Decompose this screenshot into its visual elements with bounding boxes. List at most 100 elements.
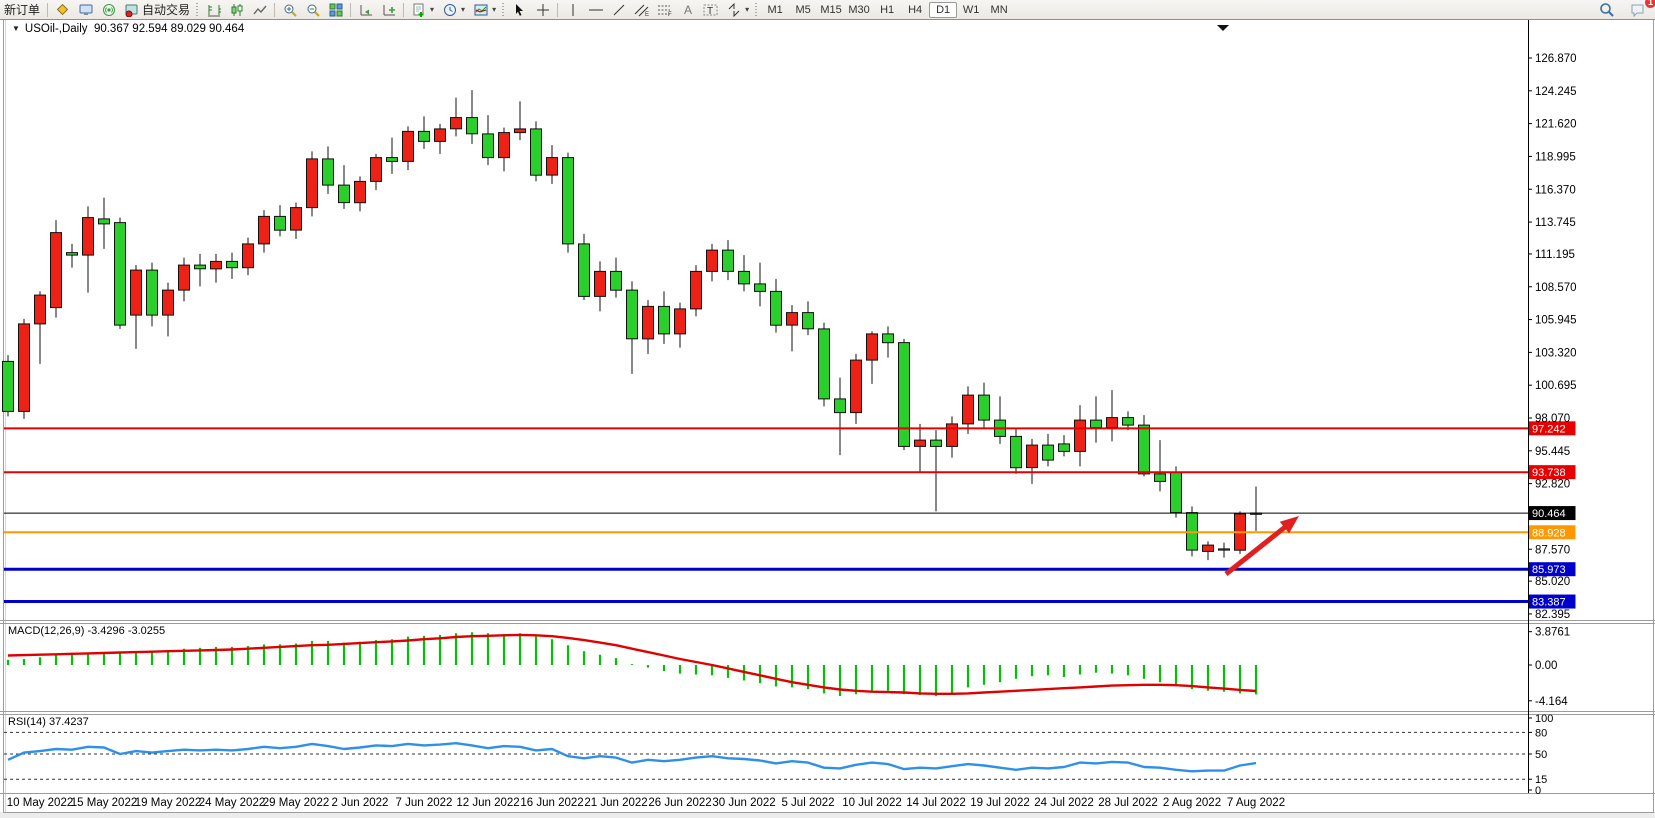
candle-body-down (1218, 548, 1230, 551)
terminal-icon (78, 2, 93, 17)
equidistant-channel-button[interactable]: E (630, 1, 653, 18)
text-button[interactable]: A (676, 1, 699, 18)
candle-body-up (18, 323, 30, 412)
clock-icon (442, 2, 457, 17)
main-toolbar: 新订单 自动交易 (0, 0, 1655, 20)
price-tick-label: 92.820 (1535, 479, 1570, 491)
timeframe-h1-button[interactable]: H1 (880, 3, 895, 16)
vertical-line-button[interactable] (561, 1, 584, 18)
chart-shift-button[interactable] (377, 1, 400, 18)
cursor-button[interactable] (508, 1, 531, 18)
zoom-in-button[interactable] (278, 1, 301, 18)
candle-body-up (130, 269, 142, 316)
macd-axis-label: -4.164 (1535, 696, 1568, 708)
terminal-button[interactable] (74, 1, 97, 18)
candle-body-down (610, 270, 622, 291)
timeframe-d1-button[interactable]: D1 (929, 1, 958, 18)
candle-body-up (706, 249, 718, 272)
text-label-button[interactable]: T (699, 1, 722, 18)
bottom-strip (0, 812, 1655, 818)
date-axis-label: 21 Jun 2022 (584, 797, 647, 809)
arrows-button[interactable]: ▾ (722, 1, 753, 18)
candle-body-down (722, 249, 734, 272)
fibonacci-icon: F (657, 2, 672, 17)
candle-body-down (1138, 424, 1150, 475)
rsi-axis-label: 0 (1535, 785, 1541, 797)
new-order-button[interactable]: 新订单 (0, 1, 44, 18)
scroll-marker-icon[interactable] (1217, 25, 1229, 31)
candle-body-up (674, 308, 686, 335)
notification-badge: 1 (1645, 0, 1655, 8)
rsi-axis-label: 80 (1535, 727, 1547, 739)
candlestick-chart-button[interactable] (225, 1, 248, 18)
autotrading-button[interactable]: 自动交易 (120, 1, 194, 18)
price-badge-label: 90.464 (1532, 508, 1566, 520)
macd-signal-line (7, 633, 1257, 695)
time-axis-area[interactable] (4, 794, 1528, 812)
date-axis-label: 28 Jul 2022 (1098, 797, 1157, 809)
zoom-out-button[interactable] (301, 1, 324, 18)
price-tick-label: 116.370 (1535, 184, 1576, 196)
arrow-objects-icon (726, 2, 741, 17)
horizontal-line-button[interactable] (584, 1, 607, 18)
candle-body-down (738, 270, 750, 285)
candle-body-up (498, 132, 510, 159)
candle-body-down (482, 133, 494, 159)
auto-scroll-button[interactable] (354, 1, 377, 18)
indicators-button[interactable]: ▾ (407, 1, 438, 18)
timeframe-mn-button[interactable]: MN (990, 3, 1008, 16)
notifications-button[interactable]: 1 (1626, 0, 1655, 18)
market-watch-button[interactable] (51, 1, 74, 18)
chart-title: ▼ USOil-,Daily 90.367 92.594 89.029 90.46… (12, 23, 244, 35)
date-axis-label: 24 Jul 2022 (1034, 797, 1093, 809)
crosshair-button[interactable] (531, 1, 554, 18)
trend-arrow[interactable] (1224, 520, 1293, 576)
periods-button[interactable]: ▾ (438, 1, 469, 18)
signals-button[interactable] (97, 1, 120, 18)
price-tick-label: 108.570 (1535, 282, 1577, 294)
candle-body-down (1090, 419, 1102, 429)
candle-body-up (1202, 544, 1214, 552)
candle-body-down (882, 333, 894, 344)
timeframe-m30-button[interactable]: M30 (848, 3, 870, 16)
symbol-dropdown-icon[interactable]: ▼ (12, 24, 20, 33)
candle-body-up (370, 157, 382, 182)
price-badge (1528, 594, 1576, 609)
price-tick-label: 95.445 (1535, 446, 1570, 458)
chevron-down-icon: ▾ (492, 5, 497, 14)
timeframe-m15-button[interactable]: M15 (820, 3, 842, 16)
date-axis-label: 30 Jun 2022 (712, 797, 775, 809)
chevron-down-icon: ▾ (745, 5, 750, 14)
date-axis-label: 19 May 2022 (135, 797, 202, 809)
date-axis-label: 10 May 2022 (7, 797, 74, 809)
date-axis-label: 12 Jun 2022 (456, 797, 519, 809)
timeframe-m1-button[interactable]: M1 (767, 3, 783, 16)
timeframe-m5-button[interactable]: M5 (795, 3, 811, 16)
tile-windows-button[interactable] (324, 1, 347, 18)
chevron-down-icon: ▾ (430, 5, 435, 14)
timeframe-h4-button[interactable]: H4 (908, 3, 923, 16)
bar-chart-button[interactable] (202, 1, 225, 18)
price-badge (1528, 421, 1576, 436)
line-chart-button[interactable] (248, 1, 271, 18)
price-tick-label: 121.620 (1535, 119, 1577, 131)
candle-body-up (850, 359, 862, 414)
candle-body-up (594, 270, 606, 297)
autotrading-label: 自动交易 (142, 3, 191, 17)
template-chart-icon (473, 2, 488, 17)
candle-body-down (754, 283, 766, 292)
templates-button[interactable]: ▾ (469, 1, 500, 18)
date-axis-label: 7 Jun 2022 (396, 797, 453, 809)
chart-background (0, 19, 1655, 818)
timeframe-w1-button[interactable]: W1 (962, 3, 980, 16)
candle-body-down (386, 157, 398, 162)
search-button[interactable] (1595, 1, 1618, 18)
price-axis-area[interactable] (1529, 20, 1649, 793)
trendline-button[interactable] (607, 1, 630, 18)
fibonacci-button[interactable]: F (653, 1, 676, 18)
date-axis-label: 14 Jul 2022 (906, 797, 965, 809)
vertical-line-icon (565, 2, 580, 17)
crosshair-icon (535, 2, 550, 17)
